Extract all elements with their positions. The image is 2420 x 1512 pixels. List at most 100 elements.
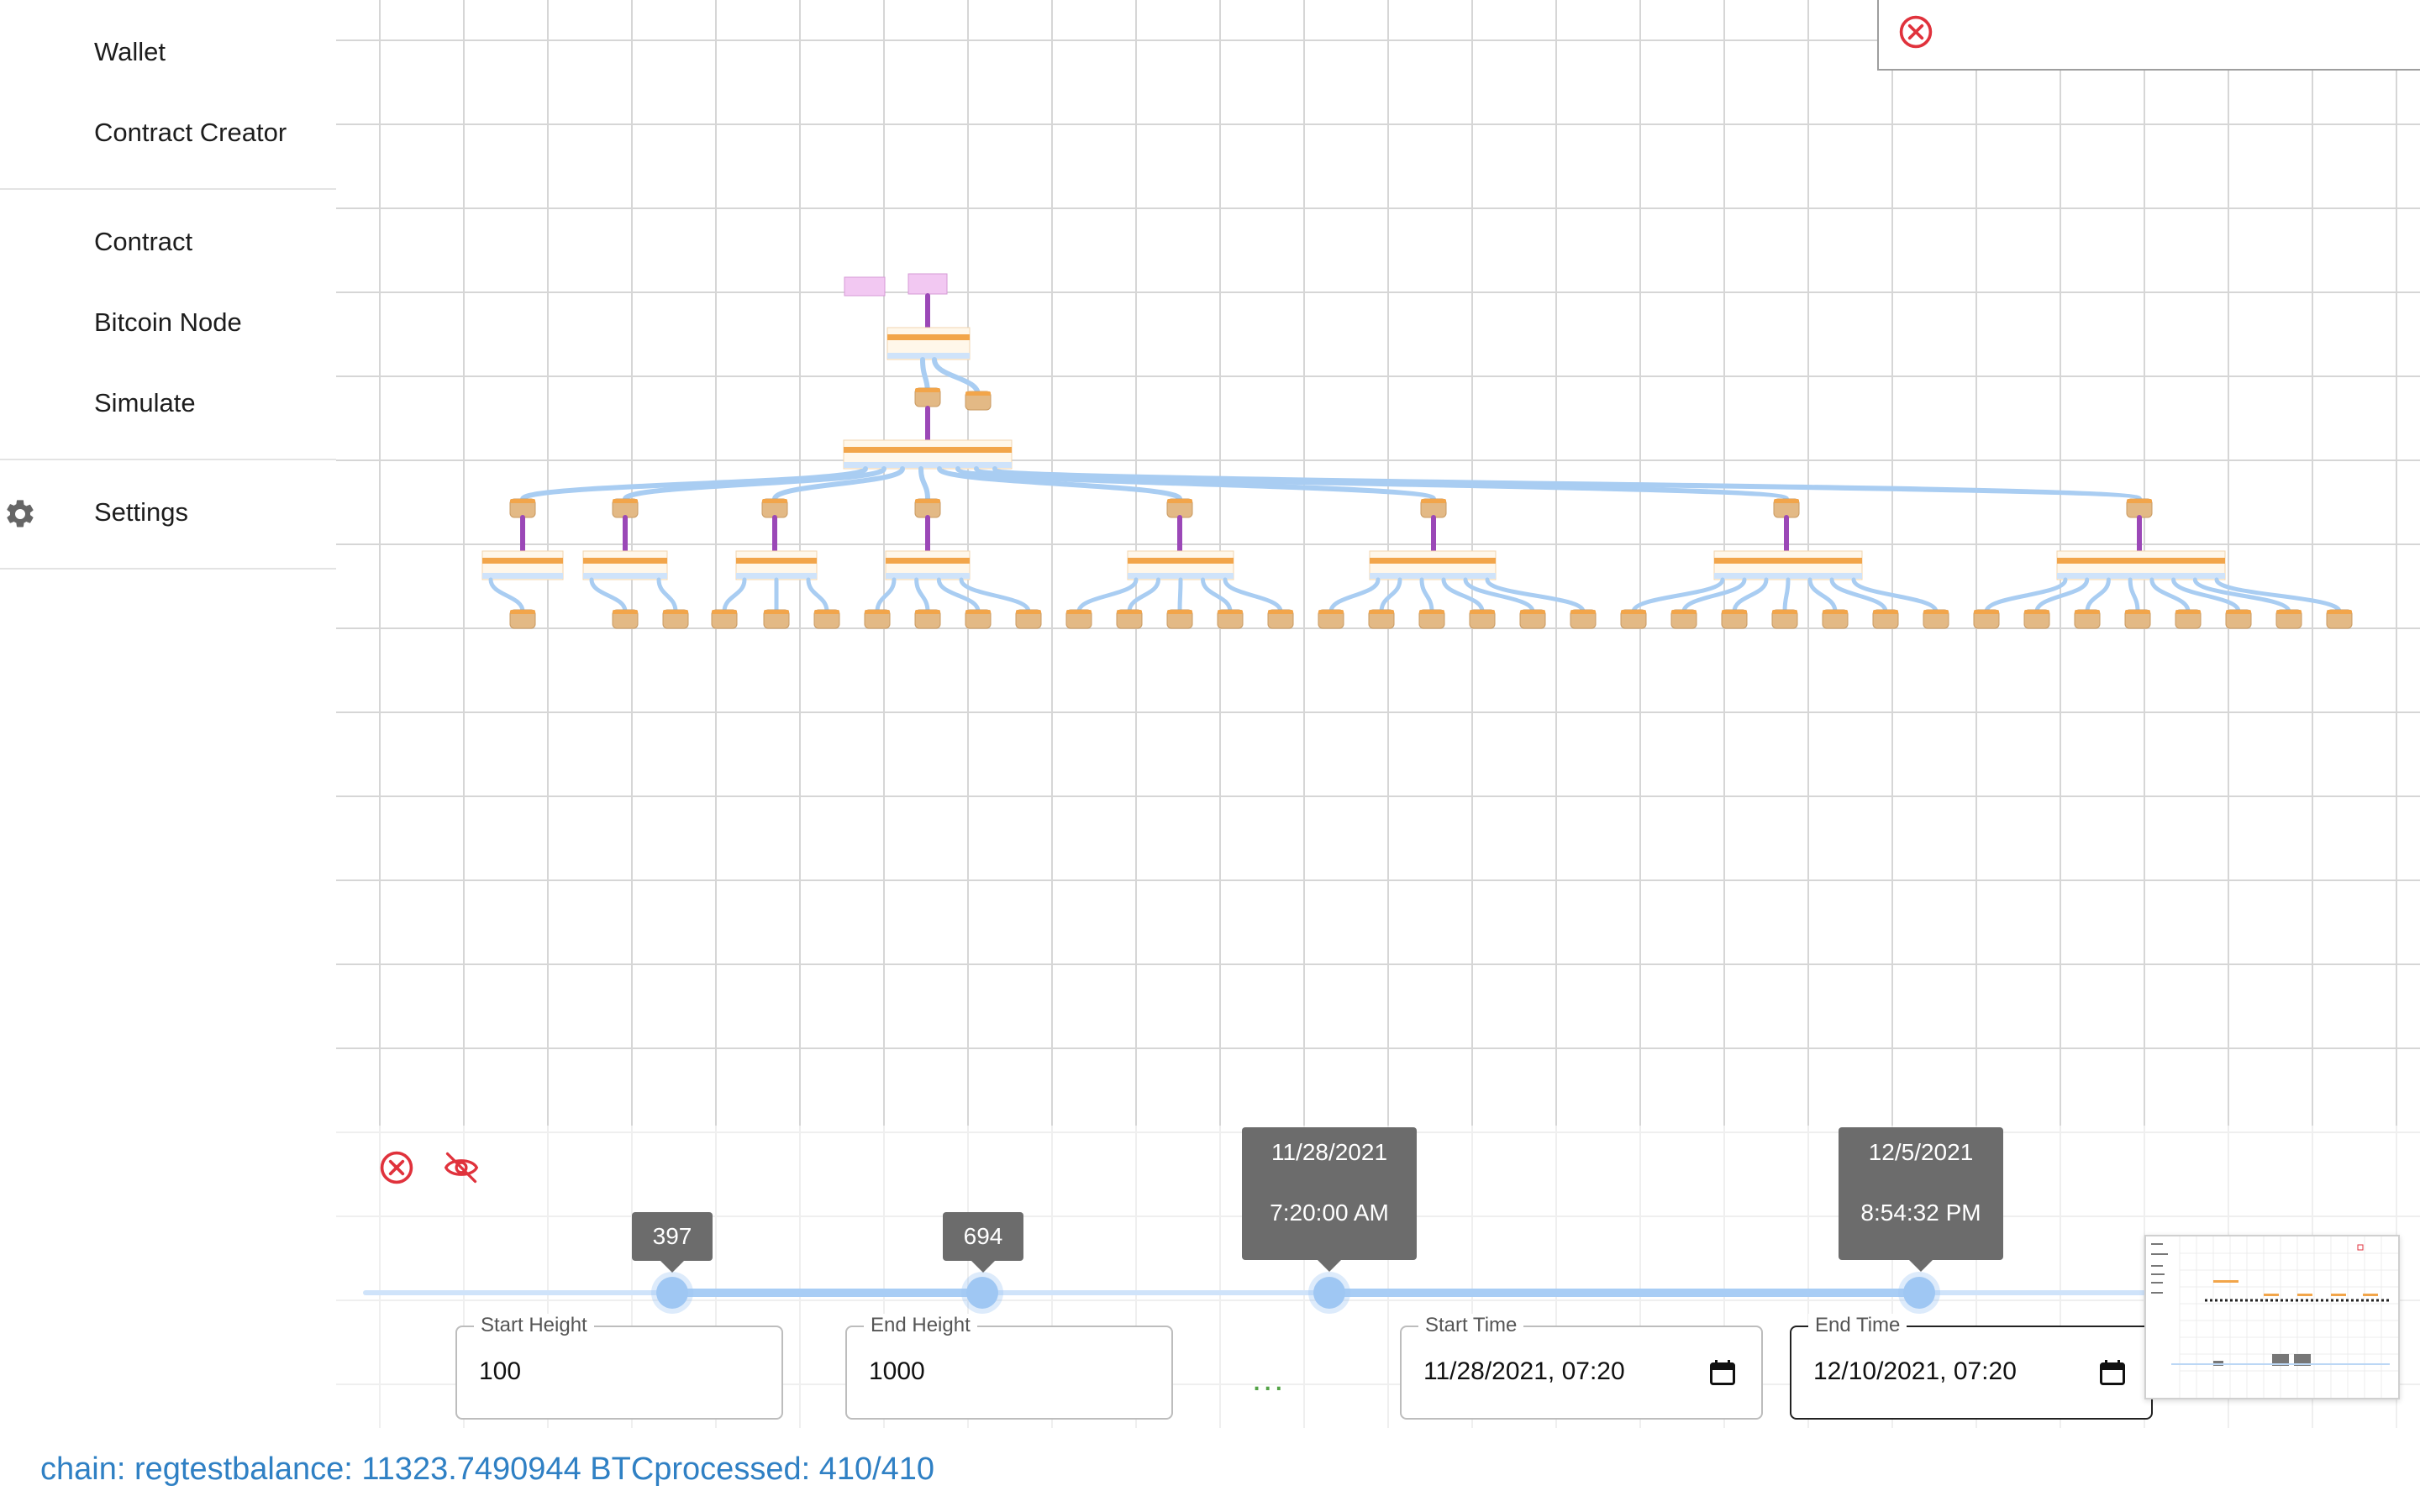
close-circle-icon[interactable] bbox=[1897, 13, 1934, 50]
eye-off-icon[interactable] bbox=[442, 1149, 481, 1186]
output-edge bbox=[2085, 577, 2111, 614]
end-time-value[interactable]: 12/10/2021, 07:20 bbox=[1813, 1357, 2017, 1385]
sidebar-item-contract-creator[interactable]: Contract Creator bbox=[94, 118, 287, 147]
transaction-node-outputs bbox=[482, 573, 563, 579]
transaction-node-outputs bbox=[1128, 573, 1234, 579]
end-time-thumb[interactable] bbox=[1903, 1277, 1935, 1309]
output-edge bbox=[937, 466, 1182, 501]
sidebar-item-settings[interactable]: Settings bbox=[94, 497, 189, 527]
utxo-node-header bbox=[2075, 610, 2100, 614]
transaction-node-outputs bbox=[2057, 573, 2225, 579]
minimap[interactable] bbox=[2144, 1235, 2400, 1399]
start-time-label: Start Time bbox=[1418, 1314, 1524, 1337]
end-time-tooltip: 12/5/2021 8:54:32 PM bbox=[1839, 1127, 2003, 1272]
utxo-node-header bbox=[1167, 499, 1192, 503]
utxo-node-header bbox=[2226, 610, 2251, 614]
output-edge bbox=[1681, 577, 1747, 614]
sidebar-item-bitcoin-node[interactable]: Bitcoin Node bbox=[94, 307, 242, 337]
sidebar-divider bbox=[0, 188, 336, 190]
output-edge bbox=[488, 577, 525, 614]
sidebar-divider bbox=[0, 459, 336, 460]
output-edge bbox=[1807, 577, 1838, 614]
start-time-value[interactable]: 11/28/2021, 07:20 bbox=[1423, 1357, 1625, 1385]
transaction-node-bar bbox=[1128, 558, 1234, 564]
output-edge bbox=[1851, 577, 1939, 614]
output-edge bbox=[1984, 577, 2068, 614]
sidebar-item-simulate[interactable]: Simulate bbox=[94, 388, 196, 417]
utxo-node-header bbox=[510, 610, 535, 614]
start-time-thumb[interactable] bbox=[1313, 1277, 1345, 1309]
transaction-node-outputs bbox=[1370, 573, 1496, 579]
start-height-thumb[interactable] bbox=[656, 1277, 688, 1309]
utxo-node-header bbox=[2327, 610, 2352, 614]
height-slider-rail[interactable] bbox=[363, 1290, 716, 1295]
utxo-node-header bbox=[663, 610, 688, 614]
utxo-node-header bbox=[1923, 610, 1949, 614]
end-height-thumb[interactable] bbox=[966, 1277, 998, 1309]
output-edge bbox=[806, 577, 829, 614]
output-edge bbox=[1441, 577, 1485, 614]
time-slider-track[interactable] bbox=[1329, 1289, 1921, 1297]
end-height-field[interactable]: End Height 1000 bbox=[845, 1314, 1173, 1420]
end-time-field[interactable]: End Time 12/10/2021, 07:20 bbox=[1790, 1314, 2153, 1420]
output-edge bbox=[2171, 577, 2241, 614]
output-edge bbox=[959, 577, 1031, 614]
utxo-node-header bbox=[965, 391, 991, 396]
output-edge bbox=[1631, 577, 1725, 614]
utxo-node-header bbox=[865, 610, 890, 614]
utxo-node-header bbox=[2125, 610, 2150, 614]
calendar-icon[interactable] bbox=[1707, 1357, 1738, 1388]
start-time-tooltip: 11/28/2021 7:20:00 AM bbox=[1242, 1127, 1417, 1272]
utxo-node-header bbox=[1421, 499, 1446, 503]
transaction-node-outputs bbox=[583, 573, 667, 579]
output-edge bbox=[722, 577, 747, 614]
transaction-node-outputs bbox=[887, 353, 970, 359]
more-options-indicator[interactable]: ... bbox=[1252, 1361, 1286, 1398]
end-height-value[interactable]: 1000 bbox=[869, 1357, 925, 1385]
utxo-node-header bbox=[1974, 610, 1999, 614]
start-time-tooltip-date: 11/28/2021 bbox=[1270, 1139, 1388, 1165]
output-edge bbox=[914, 577, 930, 614]
transaction-node-bar bbox=[1714, 558, 1862, 564]
utxo-node-header bbox=[1117, 610, 1142, 614]
utxo-node-header bbox=[1218, 610, 1243, 614]
height-slider-rail[interactable] bbox=[981, 1290, 1326, 1295]
input-node bbox=[844, 276, 886, 297]
output-edge bbox=[1201, 577, 1233, 614]
start-time-field[interactable]: Start Time 11/28/2021, 07:20 bbox=[1400, 1314, 1763, 1420]
utxo-node-header bbox=[2276, 610, 2302, 614]
output-edge bbox=[1076, 577, 1139, 614]
gear-icon[interactable] bbox=[3, 497, 37, 531]
end-height-tooltip: 694 bbox=[943, 1212, 1023, 1273]
output-edge bbox=[2149, 577, 2191, 614]
utxo-node-header bbox=[762, 499, 787, 503]
utxo-node-header bbox=[1772, 610, 1797, 614]
close-circle-icon[interactable] bbox=[378, 1149, 415, 1186]
output-edge bbox=[1379, 577, 1402, 614]
height-slider-track[interactable] bbox=[672, 1289, 983, 1297]
output-edge bbox=[1732, 577, 1769, 614]
output-edge bbox=[875, 577, 897, 614]
output-edge bbox=[520, 466, 868, 501]
output-edge bbox=[1177, 577, 1183, 614]
transaction-node-bar bbox=[736, 558, 817, 564]
transaction-node-outputs bbox=[886, 573, 970, 579]
output-edge bbox=[936, 577, 981, 614]
end-time-tooltip-time: 8:54:32 PM bbox=[1860, 1200, 1981, 1226]
sidebar-item-contract[interactable]: Contract bbox=[94, 227, 193, 256]
utxo-node-header bbox=[965, 610, 991, 614]
utxo-node-header bbox=[1520, 610, 1545, 614]
output-edge bbox=[656, 577, 678, 614]
transaction-graph[interactable] bbox=[336, 0, 2420, 1126]
status-bar: chain: regtestbalance: 11323.7490944 BTC… bbox=[40, 1452, 935, 1487]
calendar-icon[interactable] bbox=[2097, 1357, 2128, 1388]
output-edge bbox=[2214, 577, 2342, 614]
output-edge bbox=[932, 357, 981, 397]
sidebar-item-wallet[interactable]: Wallet bbox=[94, 37, 166, 66]
utxo-node-header bbox=[1823, 610, 1848, 614]
transaction-node-bar bbox=[844, 447, 1012, 453]
start-height-tooltip: 397 bbox=[632, 1212, 713, 1273]
start-height-value[interactable]: 100 bbox=[479, 1357, 522, 1385]
start-height-field[interactable]: Start Height 100 bbox=[455, 1314, 783, 1420]
transaction-node-bar bbox=[886, 558, 970, 564]
